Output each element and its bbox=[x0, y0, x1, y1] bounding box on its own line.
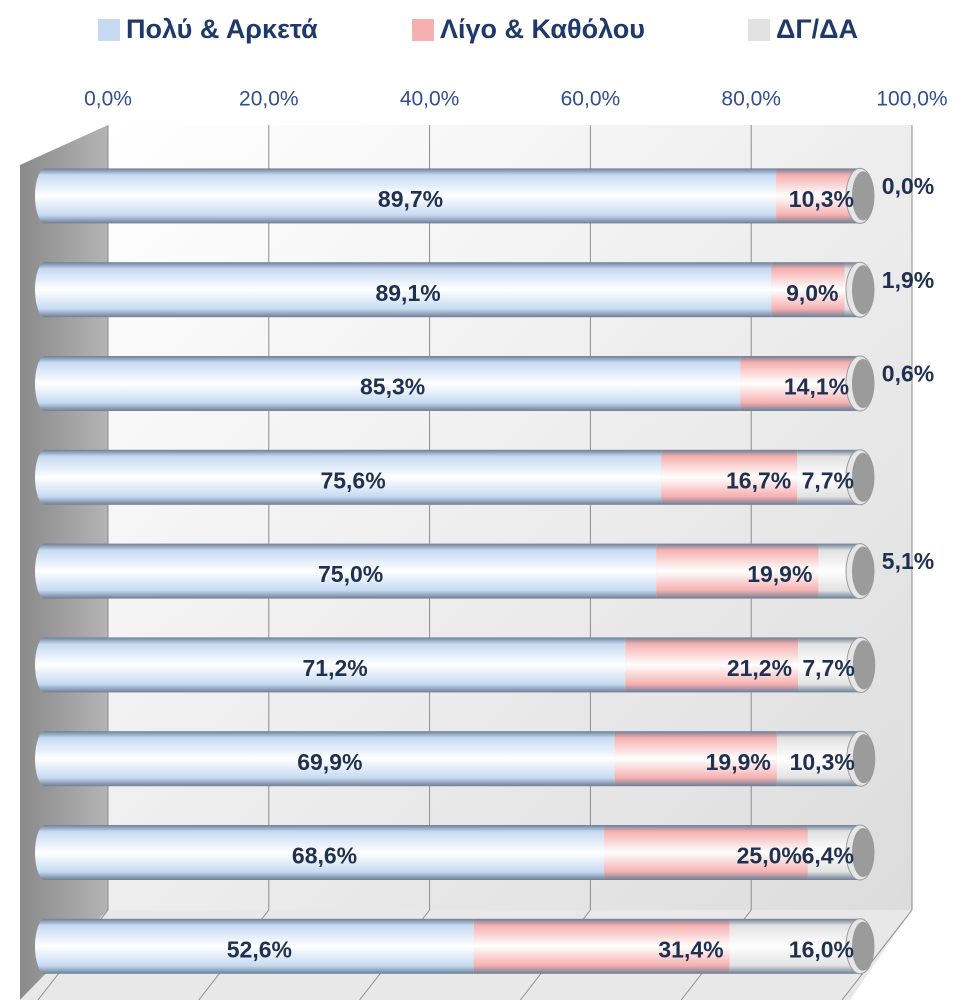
data-label: 10,3% bbox=[789, 186, 854, 212]
data-label: 5,1% bbox=[882, 548, 934, 574]
legend-swatch bbox=[412, 19, 434, 41]
bar-segment bbox=[473, 918, 730, 974]
bar-cap bbox=[852, 265, 874, 315]
data-label: 10,3% bbox=[790, 749, 855, 775]
legend-label: Λίγο & Καθόλου bbox=[440, 14, 645, 44]
bar-cap bbox=[852, 359, 874, 408]
data-label: 71,2% bbox=[303, 655, 368, 681]
bar-cap bbox=[852, 640, 875, 690]
data-label: 21,2% bbox=[727, 655, 792, 681]
bar-segment bbox=[45, 637, 626, 693]
data-label: 19,9% bbox=[706, 749, 771, 775]
data-label: 75,0% bbox=[318, 561, 383, 587]
data-label: 6,4% bbox=[802, 843, 854, 869]
bar-segment bbox=[45, 731, 615, 787]
data-label: 25,0% bbox=[737, 843, 802, 869]
grid-line bbox=[841, 909, 913, 1001]
bar-segment bbox=[771, 262, 845, 318]
data-label: 14,1% bbox=[784, 374, 849, 400]
data-label: 1,9% bbox=[882, 267, 934, 293]
legend-swatch bbox=[748, 19, 770, 41]
data-label: 89,7% bbox=[378, 186, 443, 212]
x-tick-label: 100,0% bbox=[876, 88, 947, 111]
bar-segment bbox=[45, 356, 741, 411]
bar-segment bbox=[45, 262, 772, 318]
bar-segment bbox=[729, 918, 860, 974]
bar-cap bbox=[852, 171, 874, 221]
bar-cap bbox=[852, 828, 874, 877]
data-label: 68,6% bbox=[292, 843, 357, 869]
data-label: 16,7% bbox=[726, 467, 791, 493]
data-label: 7,7% bbox=[802, 467, 854, 493]
bar-segment bbox=[614, 731, 777, 787]
data-label: 0,6% bbox=[882, 361, 934, 387]
data-label: 7,7% bbox=[802, 655, 854, 681]
x-tick-label: 60,0% bbox=[561, 88, 621, 111]
data-label: 0,0% bbox=[882, 173, 934, 199]
x-tick-label: 0,0% bbox=[84, 88, 132, 111]
bar-segment bbox=[661, 449, 798, 505]
bar-segment bbox=[625, 637, 799, 693]
legend-label: Πολύ & Αρκετά bbox=[126, 14, 318, 44]
data-label: 69,9% bbox=[297, 749, 362, 775]
legend-swatch bbox=[98, 19, 120, 41]
bar-cap bbox=[852, 546, 874, 596]
data-label: 19,9% bbox=[747, 561, 812, 587]
legend: Πολύ & Αρκετά Λίγο & Καθόλου ΔΓ/ΔΑ bbox=[98, 14, 858, 44]
x-tick-label: 20,0% bbox=[239, 88, 299, 111]
x-tick-label: 80,0% bbox=[721, 88, 781, 111]
bar-segment bbox=[45, 825, 605, 880]
bar-cap bbox=[852, 921, 874, 971]
bar-segment bbox=[45, 543, 657, 599]
data-label: 85,3% bbox=[360, 374, 425, 400]
data-label: 31,4% bbox=[658, 936, 723, 962]
data-label: 9,0% bbox=[786, 280, 838, 306]
bar-segment bbox=[604, 825, 808, 880]
bar-segment bbox=[45, 168, 777, 224]
data-label: 52,6% bbox=[227, 936, 292, 962]
data-label: 75,6% bbox=[320, 467, 385, 493]
bar-segment bbox=[740, 356, 856, 411]
bar-segment bbox=[656, 543, 819, 599]
bar-segment bbox=[45, 918, 474, 974]
x-tick-label: 40,0% bbox=[400, 88, 460, 111]
data-label: 89,1% bbox=[375, 280, 440, 306]
bar-cap bbox=[852, 452, 874, 502]
data-label: 16,0% bbox=[789, 936, 854, 962]
bar-segment bbox=[45, 449, 662, 505]
back-wall bbox=[108, 125, 912, 910]
legend-label: ΔΓ/ΔΑ bbox=[776, 14, 858, 44]
bar-cap bbox=[852, 734, 875, 784]
